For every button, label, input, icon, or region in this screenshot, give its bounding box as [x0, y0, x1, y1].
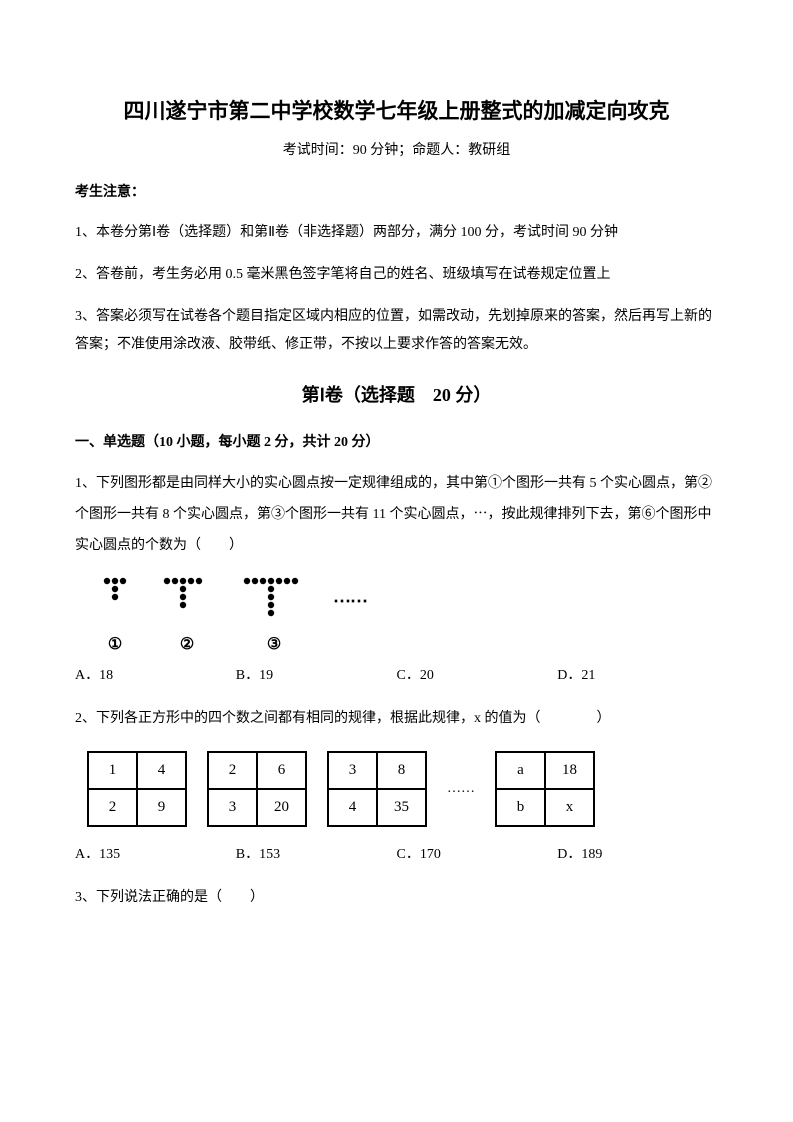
dots-svg-1: [95, 573, 135, 628]
dot-pattern-2: ②: [159, 573, 215, 654]
section-1-heading: 第Ⅰ卷（选择题 20 分）: [75, 381, 718, 407]
option-2-d: D．189: [557, 843, 718, 863]
grid-cell: 6: [257, 752, 306, 789]
dots-svg-2: [159, 573, 215, 628]
option-2-a: A．135: [75, 843, 236, 863]
notice-heading: 考生注意：: [75, 181, 718, 201]
page-title: 四川遂宁市第二中学校数学七年级上册整式的加减定向攻克: [75, 95, 718, 125]
dot-label-2: ②: [180, 634, 194, 654]
question-2-text: 2、下列各正方形中的四个数之间都有相同的规律，根据此规律，x 的值为（ ）: [75, 704, 718, 735]
dot-pattern-3: ③: [239, 573, 309, 654]
dot-ellipsis: ⋯⋯: [333, 573, 367, 612]
grid-cell: 18: [545, 752, 594, 789]
grid-2: 2 6 3 20: [207, 751, 307, 827]
dots-svg-3: [239, 573, 309, 628]
option-1-b: B．19: [236, 664, 397, 684]
question-2-figure: 1 4 2 9 2 6 3 20 3 8 4 35 …… a 18 b x: [87, 751, 718, 827]
option-1-a: A．18: [75, 664, 236, 684]
grid-cell: a: [496, 752, 545, 789]
grid-1: 1 4 2 9: [87, 751, 187, 827]
grid-cell: 3: [208, 789, 257, 826]
option-1-c: C．20: [397, 664, 558, 684]
grid-cell: 35: [377, 789, 426, 826]
question-1-options: A．18 B．19 C．20 D．21: [75, 664, 718, 684]
dot-pattern-1: ①: [95, 573, 135, 654]
page-subtitle: 考试时间：90 分钟；命题人：教研组: [75, 139, 718, 159]
grid-cell: 4: [137, 752, 186, 789]
question-1-text: 1、下列图形都是由同样大小的实心圆点按一定规律组成的，其中第①个图形一共有 5 …: [75, 469, 718, 561]
grid-cell: 20: [257, 789, 306, 826]
question-3-text: 3、下列说法正确的是（ ）: [75, 883, 718, 914]
grid-cell: 8: [377, 752, 426, 789]
grid-cell: 9: [137, 789, 186, 826]
grid-cell: 1: [88, 752, 137, 789]
grid-ellipsis: ……: [447, 781, 475, 797]
grid-4: a 18 b x: [495, 751, 595, 827]
grid-cell: x: [545, 789, 594, 826]
notice-item-1: 1、本卷分第Ⅰ卷（选择题）和第Ⅱ卷（非选择题）两部分，满分 100 分，考试时间…: [75, 219, 718, 247]
grid-cell: 2: [88, 789, 137, 826]
dot-label-1: ①: [108, 634, 122, 654]
question-1-figure: ① ②: [95, 573, 718, 654]
grid-cell: b: [496, 789, 545, 826]
question-2-options: A．135 B．153 C．170 D．189: [75, 843, 718, 863]
grid-3: 3 8 4 35: [327, 751, 427, 827]
grid-cell: 3: [328, 752, 377, 789]
option-1-d: D．21: [557, 664, 718, 684]
subsection-1-heading: 一、单选题（10 小题，每小题 2 分，共计 20 分）: [75, 431, 718, 451]
option-2-b: B．153: [236, 843, 397, 863]
notice-item-3: 3、答案必须写在试卷各个题目指定区域内相应的位置，如需改动，先划掉原来的答案，然…: [75, 303, 718, 359]
grid-cell: 2: [208, 752, 257, 789]
notice-item-2: 2、答卷前，考生务必用 0.5 毫米黑色签字笔将自己的姓名、班级填写在试卷规定位…: [75, 261, 718, 289]
grid-cell: 4: [328, 789, 377, 826]
dot-label-3: ③: [267, 634, 281, 654]
option-2-c: C．170: [397, 843, 558, 863]
